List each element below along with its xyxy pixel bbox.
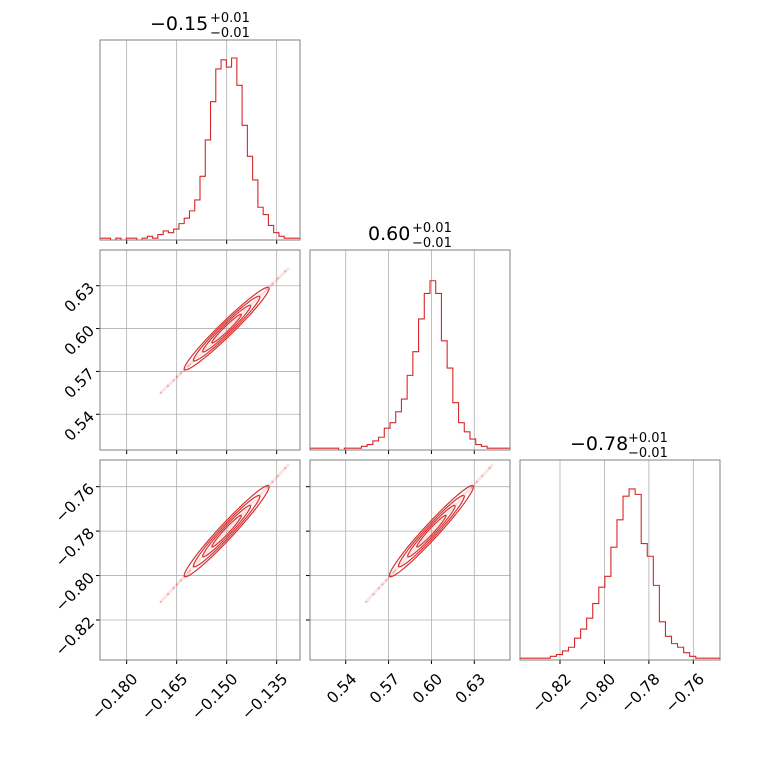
ytick-label-1-2: 0.60 (61, 322, 98, 359)
panel-2-1-cloud (365, 463, 495, 604)
ytick-label-2-2: −0.78 (52, 524, 98, 570)
panel-1-0-sample-0 (159, 391, 162, 395)
panel-2-1-sample-4 (384, 579, 388, 582)
panel-1-0-contour-1 (202, 304, 252, 353)
histogram-panel-2 (519, 460, 721, 664)
panel-2-0-sample-2 (172, 587, 175, 590)
panel-2-1-sample-2 (377, 587, 380, 590)
panel-2-0-sample-10 (271, 480, 274, 483)
panel-2-1-sample-12 (488, 466, 491, 470)
ytick-label-2-1: −0.80 (52, 569, 98, 615)
panel-1-0-sample-9 (265, 288, 269, 291)
ytick-label-1-0: 0.54 (61, 408, 98, 445)
xtick-label-0-3: −0.135 (238, 670, 291, 723)
xtick-label-2-1: −0.80 (573, 670, 619, 716)
panel-2-0-contour-0 (211, 514, 243, 548)
histogram-panel-2-frame (519, 459, 721, 661)
panel-2-1-sample-7 (394, 569, 397, 572)
panel-2-1-sample-1 (372, 593, 375, 596)
title-param-2: −0.78 +0.01 −0.01 (570, 431, 668, 461)
xtick-label-2-3: −0.76 (662, 670, 708, 716)
title-param-1: 0.60 +0.01 −0.01 (368, 221, 452, 251)
panel-2-1-contour-1 (407, 504, 456, 558)
panel-2-0-sample-12 (284, 466, 287, 470)
panel-1-0-frame (99, 249, 301, 451)
panel-1-0-sample-4 (179, 372, 182, 375)
histogram-panel-1 (309, 250, 511, 454)
ytick-label-1-3: 0.63 (61, 279, 98, 316)
title-param-0-err-plus: +0.01 (210, 11, 250, 26)
ytick-label-2-3: −0.76 (52, 480, 98, 526)
panel-2-1-contour-0 (416, 514, 447, 548)
panel-2-1-sample-6 (392, 571, 395, 574)
xtick-label-2-2: −0.78 (617, 670, 663, 716)
panel-2-0-contour-3 (183, 484, 270, 578)
panel-1-0-contour-3 (183, 286, 270, 371)
panel-2-0-sample-4 (179, 579, 182, 582)
panel-1-0-sample-12 (284, 270, 287, 273)
panel-2-1-sample-11 (481, 474, 484, 478)
xtick-label-0-2: −0.150 (188, 670, 241, 723)
xtick-label-0-1: −0.165 (138, 670, 191, 723)
title-param-0-value: −0.15 (150, 13, 208, 35)
panel-2-1-sample-10 (475, 480, 478, 483)
title-param-1-value: 0.60 (368, 223, 410, 245)
panel-2-0-contour-2 (192, 494, 261, 568)
panel-2-1-sample-3 (381, 583, 384, 586)
panel-1-0 (96, 250, 300, 454)
panel-2-0-contour-1 (202, 504, 252, 558)
xtick-label-1-2: 0.60 (409, 670, 446, 707)
title-param-2-err-minus: −0.01 (628, 446, 668, 461)
ytick-label-1-1: 0.57 (61, 365, 98, 402)
panel-1-0-sample-6 (187, 364, 190, 368)
title-param-0: −0.15 +0.01 −0.01 (150, 11, 250, 41)
panel-1-0-sample-7 (188, 363, 192, 366)
histogram-panel-1-frame (309, 249, 511, 451)
panel-2-1-sample-9 (470, 486, 473, 489)
panel-1-0-sample-10 (271, 282, 274, 285)
xtick-label-1-3: 0.63 (452, 670, 489, 707)
title-param-1-err-plus: +0.01 (412, 221, 452, 236)
panel-1-0-cloud (159, 266, 291, 394)
panel-1-0-contour-2 (192, 295, 261, 362)
panel-2-0-sample-9 (265, 486, 269, 489)
title-param-2-value: −0.78 (570, 433, 628, 455)
panel-2-0-sample-7 (188, 569, 192, 572)
panel-1-0-sample-1 (166, 384, 170, 387)
panel-2-0-sample-0 (159, 600, 162, 604)
xtick-label-0-0: −0.180 (88, 670, 141, 723)
panel-2-0-sample-1 (166, 593, 170, 596)
histogram-line-0 (99, 57, 301, 241)
histogram-line-2 (519, 488, 721, 660)
panel-1-0-sample-2 (172, 379, 175, 382)
histogram-panel-0-frame (99, 39, 301, 241)
xtick-label-1-0: 0.54 (323, 670, 360, 707)
histogram-line-1 (309, 280, 511, 451)
panel-2-1 (306, 460, 510, 664)
panel-2-0-sample-6 (187, 571, 190, 574)
panel-2-1-sample-0 (365, 600, 368, 604)
panel-2-0-sample-11 (276, 474, 280, 478)
panel-1-0-contour-0 (211, 313, 243, 344)
panel-2-0 (96, 460, 300, 664)
title-param-2-err-plus: +0.01 (628, 431, 668, 446)
panel-2-1-contour-3 (388, 484, 475, 578)
histogram-panel-0 (99, 40, 301, 244)
title-param-0-err-minus: −0.01 (210, 26, 250, 41)
panel-1-0-sample-11 (276, 277, 280, 280)
panel-2-0-sample-3 (176, 583, 179, 586)
panel-2-0-cloud (159, 463, 291, 604)
ytick-label-2-0: −0.82 (52, 613, 98, 659)
panel-2-1-frame (309, 459, 511, 661)
xtick-label-2-0: −0.82 (528, 670, 574, 716)
panel-2-1-contour-2 (397, 494, 465, 568)
title-param-1-err-minus: −0.01 (412, 236, 452, 251)
panel-1-0-sample-3 (176, 375, 179, 378)
panel-2-0-frame (99, 459, 301, 661)
xtick-label-1-1: 0.57 (366, 670, 403, 707)
panels: 0.540.570.600.63−0.82−0.80−0.78−0.76−0.1… (52, 39, 721, 723)
